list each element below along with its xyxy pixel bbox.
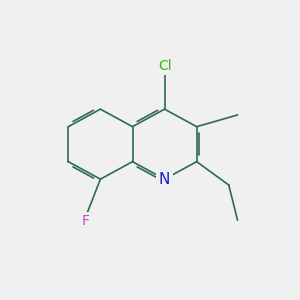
Text: N: N [159,172,170,187]
Text: Cl: Cl [158,59,171,73]
Text: F: F [82,214,90,228]
